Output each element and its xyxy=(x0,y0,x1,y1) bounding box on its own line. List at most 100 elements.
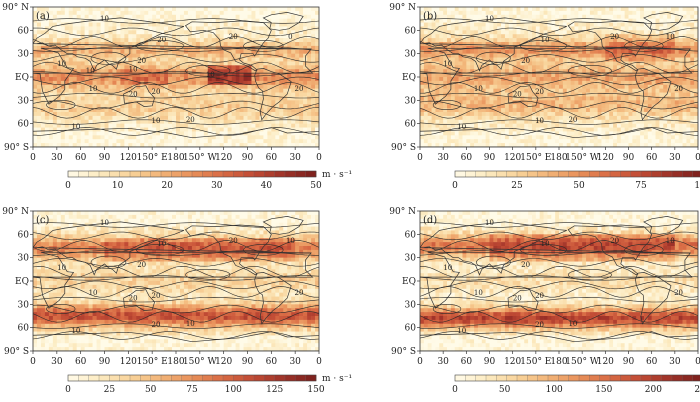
heatmap-cell xyxy=(108,7,113,12)
heatmap-cell xyxy=(423,77,429,82)
heatmap-cell xyxy=(96,143,101,147)
heatmap-cell xyxy=(88,88,93,93)
heatmap-cell xyxy=(239,92,244,97)
heatmap-cell xyxy=(207,53,213,58)
heatmap-cell xyxy=(199,84,205,89)
heatmap-cell xyxy=(470,104,475,109)
heatmap-cell xyxy=(562,10,568,16)
heatmap-cell xyxy=(275,131,280,136)
heatmap-cell xyxy=(462,84,467,89)
heatmap-cell xyxy=(574,26,579,31)
heatmap-cell xyxy=(88,77,93,82)
heatmap-cell xyxy=(589,104,595,109)
heatmap-cell xyxy=(512,30,517,35)
heatmap-cell xyxy=(315,139,319,144)
colorbar-segment xyxy=(285,171,296,177)
contour-label: 20 xyxy=(137,57,146,65)
heatmap-cell xyxy=(624,26,629,31)
heatmap-cell xyxy=(508,73,513,78)
heatmap-cell xyxy=(179,123,185,128)
heatmap-cell xyxy=(682,80,687,86)
heatmap-cell xyxy=(628,49,633,54)
heatmap-cell xyxy=(84,143,89,147)
heatmap-cell xyxy=(655,119,660,124)
heatmap-cell xyxy=(187,57,193,62)
heatmap-cell xyxy=(555,45,560,51)
heatmap-cell xyxy=(144,100,149,105)
heatmap-cell xyxy=(80,112,85,117)
heatmap-cell xyxy=(497,92,502,97)
heatmap-cell xyxy=(84,18,89,23)
heatmap-cell xyxy=(108,42,113,47)
heatmap-cell xyxy=(72,123,77,128)
heatmap-cell xyxy=(88,34,93,39)
heatmap-cell xyxy=(582,38,587,43)
heatmap-cell xyxy=(528,77,533,82)
heatmap-cell xyxy=(616,84,622,89)
heatmap-cell xyxy=(68,7,74,12)
heatmap-cell xyxy=(423,123,429,128)
heatmap-cell xyxy=(543,57,548,62)
heatmap-cell xyxy=(108,14,113,19)
heatmap-cell xyxy=(168,73,173,78)
heatmap-cell xyxy=(670,42,676,47)
heatmap-cell xyxy=(628,77,633,82)
heatmap-cell xyxy=(172,115,177,121)
heatmap-cell xyxy=(164,139,169,144)
heatmap-cell xyxy=(132,7,137,12)
heatmap-cell xyxy=(454,30,459,35)
heatmap-cell xyxy=(589,77,595,82)
heatmap-cell xyxy=(168,123,173,128)
heatmap-cell xyxy=(140,131,145,136)
heatmap-cell xyxy=(640,69,645,74)
heatmap-cell xyxy=(203,38,209,43)
heatmap-cell xyxy=(259,143,264,147)
heatmap-cell xyxy=(33,80,38,86)
heatmap-cell xyxy=(659,108,664,113)
heatmap-cell xyxy=(663,38,668,43)
heatmap-cell xyxy=(96,26,101,31)
heatmap-cell xyxy=(524,38,529,43)
heatmap-cell xyxy=(520,10,525,16)
heatmap-cell xyxy=(239,38,244,43)
heatmap-cell xyxy=(667,53,672,58)
heatmap-cell xyxy=(179,131,185,136)
heatmap-cell xyxy=(64,104,70,109)
heatmap-cell xyxy=(423,34,429,39)
heatmap-cell xyxy=(589,14,595,19)
heatmap-cell xyxy=(275,34,280,39)
heatmap-cell xyxy=(435,112,440,117)
heatmap-cell xyxy=(481,7,486,12)
heatmap-cell xyxy=(40,92,46,97)
heatmap-cell xyxy=(543,92,548,97)
heatmap-cell xyxy=(33,100,38,105)
heatmap-cell xyxy=(263,42,268,47)
heatmap-cell xyxy=(295,115,300,121)
heatmap-cell xyxy=(555,49,560,54)
heatmap-cell xyxy=(582,14,587,19)
heatmap-cell xyxy=(263,139,268,144)
heatmap-cell xyxy=(96,127,101,132)
heatmap-cell xyxy=(601,53,606,58)
heatmap-cell xyxy=(524,88,529,93)
heatmap-cell xyxy=(203,100,209,105)
heatmap-cell xyxy=(474,77,479,82)
heatmap-cell xyxy=(528,65,533,70)
heatmap-cell xyxy=(203,45,209,51)
heatmap-cell xyxy=(33,104,38,109)
heatmap-cell xyxy=(485,84,490,89)
heatmap-cell xyxy=(551,123,556,128)
heatmap-cell xyxy=(148,123,153,128)
heatmap-cell xyxy=(531,30,537,35)
heatmap-cell xyxy=(586,77,591,82)
heatmap-cell xyxy=(547,73,552,78)
heatmap-cell xyxy=(470,88,475,93)
heatmap-cell xyxy=(566,69,571,74)
heatmap-cell xyxy=(616,100,622,105)
heatmap-cell xyxy=(40,127,46,132)
heatmap-cell xyxy=(620,10,625,16)
heatmap-cell xyxy=(555,96,560,101)
heatmap-cell xyxy=(643,26,649,31)
heatmap-cell xyxy=(613,69,618,74)
heatmap-cell xyxy=(44,77,50,82)
